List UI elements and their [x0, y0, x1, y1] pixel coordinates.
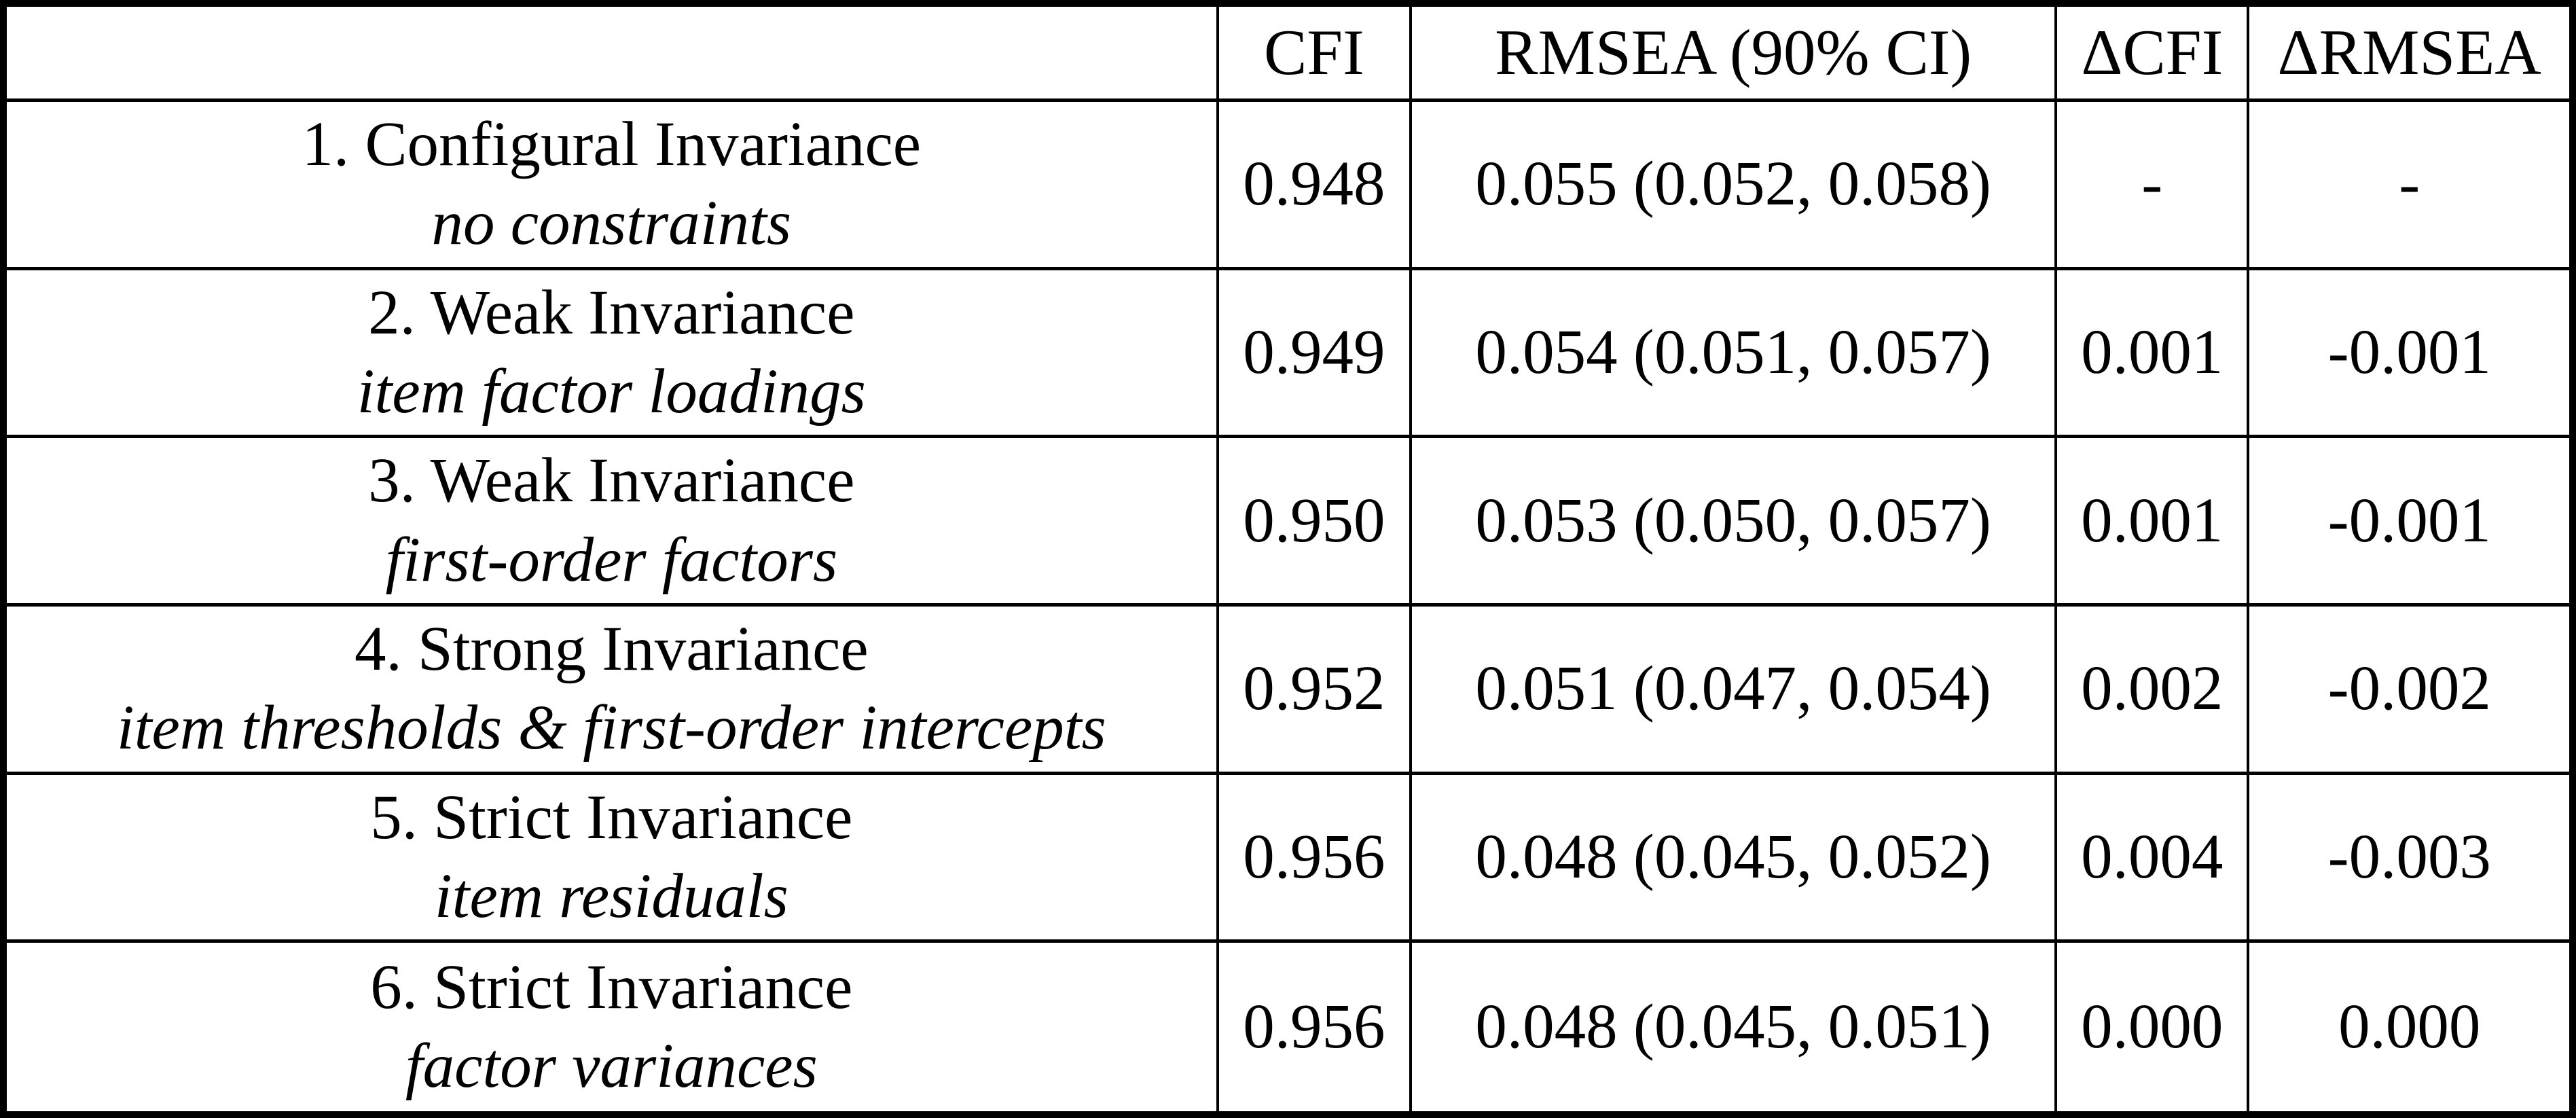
model-label-cell: 4. Strong Invariance item thresholds & f…	[7, 607, 1219, 772]
delta-cfi-value: 0.000	[2057, 943, 2250, 1111]
column-header-model	[7, 7, 1219, 98]
rmsea-value: 0.048 (0.045, 0.051)	[1412, 943, 2058, 1111]
model-title: 5. Strict Invariance	[370, 782, 853, 852]
cfi-value: 0.948	[1219, 102, 1413, 267]
column-header-delta-cfi: ΔCFI	[2057, 7, 2250, 98]
cfi-value: 0.949	[1219, 270, 1413, 435]
table-row: 1. Configural Invariance no constraints …	[7, 102, 2569, 270]
delta-rmsea-value: -	[2399, 149, 2420, 219]
model-constraints: factor variances	[405, 1031, 818, 1102]
model-constraints: item thresholds & first-order intercepts	[116, 693, 1106, 763]
delta-cfi-value: 0.002	[2057, 607, 2250, 772]
rmsea-value: 0.053 (0.050, 0.057)	[1412, 438, 2058, 603]
table-row: 4. Strong Invariance item thresholds & f…	[7, 607, 2569, 775]
table-row: 5. Strict Invariance item residuals 0.95…	[7, 774, 2569, 943]
column-header-cfi: CFI	[1219, 7, 1413, 98]
model-title: 6. Strict Invariance	[370, 952, 853, 1022]
model-label-cell: 6. Strict Invariance factor variances	[7, 943, 1219, 1111]
column-header-delta-rmsea: ΔRMSEA	[2277, 16, 2541, 89]
rmsea-value: 0.048 (0.045, 0.052)	[1412, 774, 2058, 940]
cfi-value: 0.956	[1219, 774, 1413, 940]
model-title: 4. Strong Invariance	[354, 614, 869, 685]
delta-cfi-value: 0.001	[2057, 438, 2250, 603]
rmsea-value: 0.054 (0.051, 0.057)	[1412, 270, 2058, 435]
table-row: 3. Weak Invariance first-order factors 0…	[7, 438, 2569, 607]
table-header-row: CFI RMSEA (90% CI) ΔCFI ΔRMSEA	[7, 7, 2569, 102]
delta-rmsea-value: -0.001	[2327, 485, 2491, 556]
delta-cfi-value: -	[2057, 102, 2250, 267]
delta-cfi-value: 0.004	[2057, 774, 2250, 940]
table-row: 6. Strict Invariance factor variances 0.…	[7, 943, 2569, 1111]
rmsea-value: 0.055 (0.052, 0.058)	[1412, 102, 2058, 267]
model-label-cell: 2. Weak Invariance item factor loadings	[7, 270, 1219, 435]
model-title: 2. Weak Invariance	[368, 277, 855, 348]
column-header-rmsea: RMSEA (90% CI)	[1412, 7, 2058, 98]
rmsea-value: 0.051 (0.047, 0.054)	[1412, 607, 2058, 772]
model-label-cell: 5. Strict Invariance item residuals	[7, 774, 1219, 940]
model-title: 3. Weak Invariance	[368, 446, 855, 516]
model-constraints: item residuals	[434, 861, 788, 931]
cfi-value: 0.952	[1219, 607, 1413, 772]
model-constraints: no constraints	[431, 188, 792, 259]
table-row: 2. Weak Invariance item factor loadings …	[7, 270, 2569, 439]
model-title: 1. Configural Invariance	[302, 109, 922, 180]
cfi-value: 0.956	[1219, 943, 1413, 1111]
cfi-value: 0.950	[1219, 438, 1413, 603]
delta-rmsea-value: 0.000	[2338, 992, 2481, 1062]
model-label-cell: 3. Weak Invariance first-order factors	[7, 438, 1219, 603]
model-constraints: item factor loadings	[357, 356, 866, 427]
model-constraints: first-order factors	[385, 524, 838, 595]
delta-rmsea-value: -0.003	[2327, 821, 2491, 892]
delta-rmsea-value: -0.001	[2327, 317, 2491, 387]
delta-cfi-value: 0.001	[2057, 270, 2250, 435]
delta-rmsea-value: -0.002	[2327, 653, 2491, 724]
model-label-cell: 1. Configural Invariance no constraints	[7, 102, 1219, 267]
